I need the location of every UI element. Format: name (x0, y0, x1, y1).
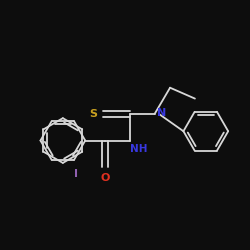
Text: N: N (157, 108, 166, 118)
Text: I: I (74, 168, 78, 178)
Text: NH: NH (130, 144, 148, 154)
Text: O: O (100, 172, 110, 182)
Text: S: S (90, 109, 98, 119)
